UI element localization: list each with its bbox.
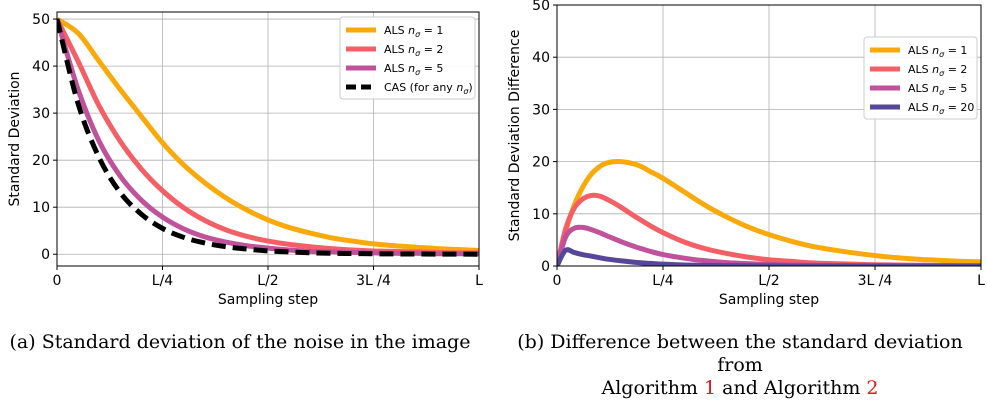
x-tick-label-3l-4: 3L /4 (356, 273, 391, 289)
x-axis-label: Sampling step (218, 292, 318, 308)
series-group (57, 16, 479, 257)
caption-b-algo: Algorithm (601, 377, 698, 399)
series-line-cas-for-any-n (57, 18, 479, 257)
legend-label-als-n-2: ALS nσ = 2 (384, 43, 443, 58)
legend-box (863, 36, 978, 120)
legend-label-als-n-5: ALS nσ = 5 (384, 62, 443, 77)
legend-label-als-n-5: ALS nσ = 5 (908, 82, 967, 97)
algorithm-1-ref[interactable]: 1 (704, 377, 717, 399)
x-tick-label-0: 0 (53, 273, 62, 289)
x-tick-label-l-2: L/2 (758, 273, 779, 289)
x-tick-label-0: 0 (553, 273, 562, 289)
y-tick-label-50: 50 (32, 12, 50, 28)
series-line-als-n-1 (557, 159, 981, 266)
y-tick-label-30: 30 (532, 102, 550, 118)
x-tick-label-3l-4: 3L /4 (858, 273, 893, 289)
y-tick-label-40: 40 (32, 59, 50, 75)
caption-b-and: and Algorithm (722, 377, 861, 399)
chart-b-standard-deviation-difference: 0 L/4 L/2 3L /4 L 0 10 20 30 40 50 Sampling step Sta… (507, 0, 985, 308)
caption-b: (b) Difference between the standard devi… (493, 331, 987, 400)
chart-a-standard-deviation: 0 L/4 L/2 3L /4 L 0 10 20 30 40 50 Sampling step Sta… (7, 11, 483, 308)
caption-a: (a) Standard deviation of the noise in t… (9, 331, 471, 353)
series-line-als-n-1 (57, 16, 479, 253)
x-tick-label-l: L (977, 273, 985, 289)
y-axis-label: Standard Deviation (7, 71, 23, 206)
x-tick-label-l-2: L/2 (257, 273, 278, 289)
series-line-als-n-20 (557, 247, 981, 266)
legend: ALS nσ = 1 ALS nσ = 2 ALS nσ = 5 CAS (for a… (339, 16, 476, 100)
figure-canvas: 0 L/4 L/2 3L /4 L 0 10 20 30 40 50 Sampling step Sta… (7, 0, 985, 308)
y-tick-label-30: 30 (32, 106, 50, 122)
x-axis-label: Sampling step (719, 292, 819, 308)
algorithm-2-ref[interactable]: 2 (866, 377, 879, 399)
x-tick-label-l: L (475, 273, 483, 289)
legend-label-cas-for-any-n: CAS (for any nσ) (384, 81, 473, 96)
y-tick-label-0: 0 (41, 247, 50, 263)
y-tick-label-10: 10 (532, 207, 550, 223)
legend-label-als-n-1: ALS nσ = 1 (908, 44, 967, 59)
y-axis-label: Standard Deviation Difference (507, 30, 523, 242)
y-tick-label-50: 50 (532, 0, 550, 14)
x-tick-label-l-4: L/4 (652, 273, 674, 289)
x-tick-label-l-4: L/4 (152, 273, 174, 289)
caption-b-line1: (b) Difference between the standard devi… (517, 331, 963, 376)
legend-box (339, 16, 476, 100)
y-tick-label-10: 10 (32, 200, 50, 216)
y-tick-label-20: 20 (532, 155, 550, 171)
y-tick-label-0: 0 (541, 259, 550, 275)
y-tick-label-20: 20 (32, 153, 50, 169)
legend-label-als-n-1: ALS nσ = 1 (384, 24, 443, 39)
legend: ALS nσ = 1 ALS nσ = 2 ALS nσ = 5 ALS nσ = 2… (863, 36, 978, 120)
caption-b-line2: Algorithm 1 and Algorithm 2 (493, 377, 987, 400)
legend-label-als-n-2: ALS nσ = 2 (908, 63, 967, 78)
legend-label-als-n-20: ALS nσ = 20 (908, 101, 974, 116)
y-tick-label-40: 40 (532, 50, 550, 66)
